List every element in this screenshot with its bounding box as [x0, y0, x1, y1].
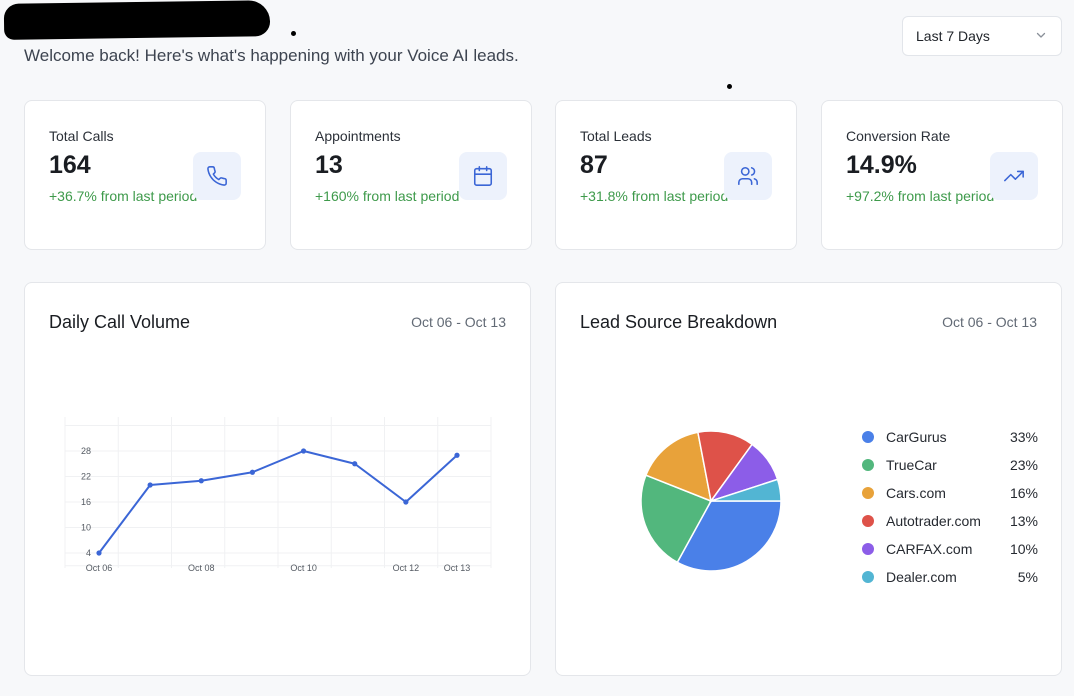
kpi-value: 164 — [49, 151, 91, 179]
kpi-change: +97.2% from last period — [846, 188, 995, 204]
legend-percent: 23% — [1009, 457, 1038, 473]
stray-dot — [291, 31, 296, 36]
pie-slice-cars-com[interactable] — [644, 431, 712, 503]
legend-swatch — [862, 543, 874, 555]
series-line — [98, 450, 458, 554]
kpi-value: 14.9% — [846, 151, 917, 179]
kpi-label: Appointments — [315, 128, 401, 144]
data-point[interactable] — [352, 461, 358, 467]
legend-label: Dealer.com — [886, 569, 957, 585]
kpi-change: +31.8% from last period — [580, 188, 729, 204]
kpi-label: Total Leads — [580, 128, 652, 144]
data-point[interactable] — [249, 469, 256, 475]
users-icon — [724, 152, 772, 200]
data-point[interactable] — [454, 452, 460, 458]
legend-label: TrueCar — [886, 457, 937, 473]
pie-slice-truecar[interactable] — [640, 474, 713, 564]
y-tick-label: 28 — [81, 446, 91, 456]
panel-title: Lead Source Breakdown — [580, 312, 778, 332]
legend-swatch — [862, 571, 874, 583]
data-point[interactable] — [96, 550, 102, 556]
call-volume-panel: Daily Call Volume Oct 06 - Oct 13 4 10 16 2… — [24, 282, 531, 676]
lead-source-pie-chart — [640, 430, 782, 572]
legend-item[interactable]: Autotrader.com 13% — [862, 507, 1038, 535]
data-point[interactable] — [403, 499, 409, 505]
y-tick-label: 10 — [81, 523, 91, 533]
legend-swatch — [862, 515, 874, 527]
kpi-card-conversion-rate: Conversion Rate 14.9% +97.2% from last p… — [821, 100, 1063, 250]
x-tick-label: Oct 13 — [444, 563, 471, 573]
legend-label: Autotrader.com — [886, 513, 981, 529]
phone-icon — [193, 152, 241, 200]
date-range-select[interactable]: Last 7 Days — [902, 16, 1062, 56]
legend-label: CarGurus — [886, 429, 947, 445]
y-tick-label: 16 — [81, 497, 91, 507]
kpi-card-appointments: Appointments 13 +160% from last period — [290, 100, 532, 250]
legend-swatch — [862, 487, 874, 499]
calendar-icon — [459, 152, 507, 200]
lead-source-legend: CarGurus 33% TrueCar 23% Cars.com 16% Autotrad… — [862, 423, 1038, 591]
kpi-value: 87 — [580, 151, 608, 179]
legend-item[interactable]: Cars.com 16% — [862, 479, 1038, 507]
chevron-down-icon — [1035, 28, 1047, 44]
data-point[interactable] — [300, 448, 307, 454]
data-point[interactable] — [147, 482, 153, 488]
kpi-card-total-leads: Total Leads 87 +31.8% from last period — [555, 100, 797, 250]
legend-percent: 16% — [1009, 485, 1038, 501]
legend-label: Cars.com — [886, 485, 946, 501]
kpi-change: +36.7% from last period — [49, 188, 198, 204]
kpi-label: Total Calls — [49, 128, 114, 144]
kpi-card-total-calls: Total Calls 164 +36.7% from last period — [24, 100, 266, 250]
legend-percent: 10% — [1009, 541, 1038, 557]
pie-slice-cargurus[interactable] — [676, 500, 782, 572]
kpi-change: +160% from last period — [315, 188, 460, 204]
legend-item[interactable]: Dealer.com 5% — [862, 563, 1038, 591]
y-tick-label: 22 — [81, 472, 91, 482]
panel-title: Daily Call Volume — [49, 312, 191, 332]
page-subtitle: Welcome back! Here's what's happening wi… — [24, 46, 519, 65]
legend-swatch — [862, 431, 874, 443]
legend-item[interactable]: CarGurus 33% — [862, 423, 1038, 451]
legend-item[interactable]: TrueCar 23% — [862, 451, 1038, 479]
panel-date-range: Oct 06 - Oct 13 — [942, 314, 1037, 330]
x-tick-label: Oct 06 — [86, 563, 113, 573]
stray-dot — [727, 84, 732, 89]
date-range-value: Last 7 Days — [916, 28, 990, 44]
data-point[interactable] — [198, 478, 204, 484]
legend-percent: 13% — [1009, 513, 1038, 529]
legend-label: CARFAX.com — [886, 541, 973, 557]
kpi-value: 13 — [315, 151, 343, 179]
lead-source-panel: Lead Source Breakdown Oct 06 - Oct 13 Ca… — [555, 282, 1062, 676]
kpi-label: Conversion Rate — [846, 128, 951, 144]
redacted-title — [3, 0, 271, 40]
legend-swatch — [862, 459, 874, 471]
x-tick-label: Oct 12 — [393, 563, 420, 573]
call-volume-chart: 4 10 16 22 28 Oct 06 Oct 08 Oct 10 Oct 12 Oct 13 — [64, 417, 492, 573]
pie-slice-autotrader-com[interactable] — [697, 430, 754, 503]
legend-percent: 5% — [1017, 569, 1038, 585]
legend-item[interactable]: CARFAX.com 10% — [862, 535, 1038, 563]
trending-up-icon — [990, 152, 1038, 200]
legend-percent: 33% — [1009, 429, 1038, 445]
grid — [64, 417, 492, 568]
x-tick-label: Oct 10 — [290, 563, 317, 573]
panel-date-range: Oct 06 - Oct 13 — [411, 314, 506, 330]
pie-slice-dealer-com[interactable] — [710, 478, 782, 502]
y-tick-label: 4 — [86, 548, 91, 558]
x-tick-label: Oct 08 — [188, 563, 215, 573]
